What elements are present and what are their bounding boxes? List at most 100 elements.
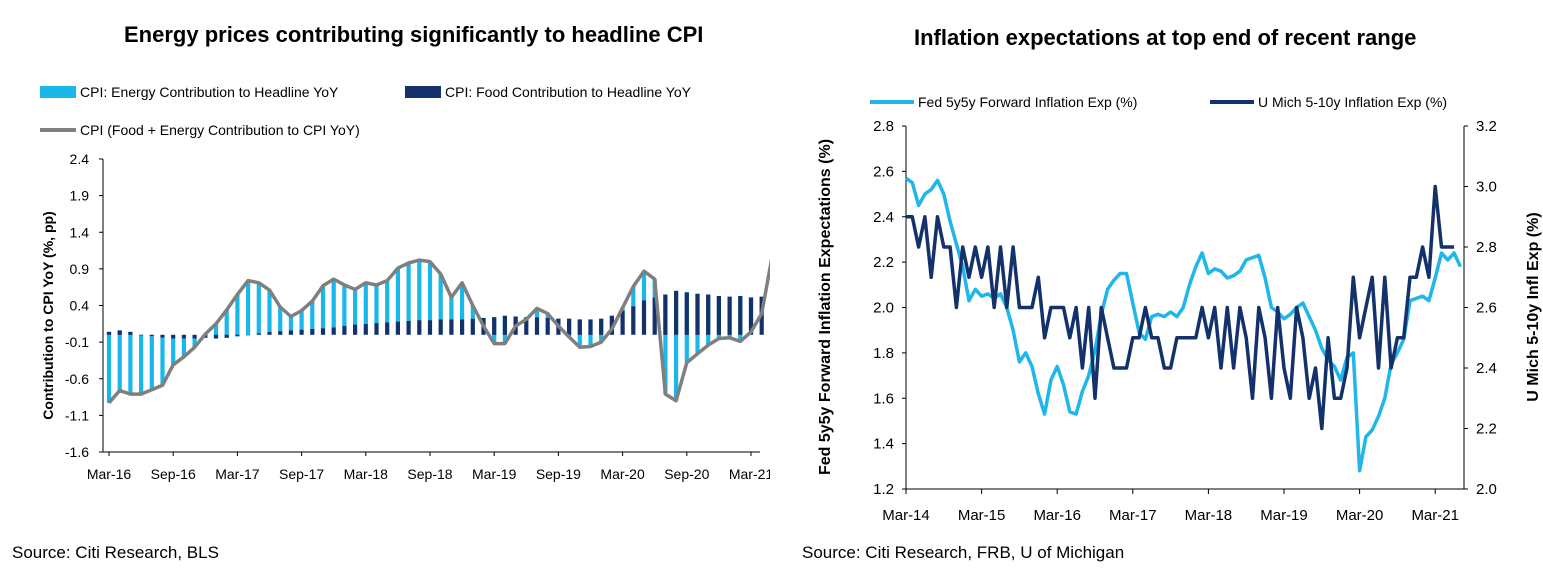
food-bar [267,331,272,335]
left-y-tick-label: 2.4 [70,151,90,167]
left-y-tick-label: 0.4 [70,298,90,314]
food-bar [310,328,315,335]
food-bar [620,310,625,335]
food-bar [588,319,593,335]
energy-bar [278,306,283,332]
legend-fed-swatch [870,100,914,104]
energy-bar [363,282,368,324]
energy-bar [171,338,176,365]
energy-bar [149,336,154,390]
left-x-tick-label: Mar-20 [600,466,645,482]
food-bar [427,320,433,335]
energy-bar [224,309,229,338]
legend-umich-label: U Mich 5-10y Inflation Exp (%) [1258,94,1448,110]
left-source: Source: Citi Research, BLS [12,543,219,562]
legend-energy-label: CPI: Energy Contribution to Headline YoY [80,84,339,100]
energy-bar [267,290,272,332]
energy-bar [256,282,261,334]
left-chart-title: Energy prices contributing significantly… [124,22,704,47]
food-bar [385,322,390,335]
food-bar [224,334,229,338]
food-bar [438,319,443,335]
left-x-tick-label: Mar-21 [729,466,770,482]
food-bar [213,334,219,339]
energy-bar [406,263,411,321]
food-bar [716,295,721,335]
food-bar [417,320,422,335]
energy-bar [663,294,668,395]
right-x-tick-label: Mar-20 [1336,507,1384,524]
food-bar [353,324,358,335]
food-bar [288,330,293,335]
right-x-tick-label: Mar-21 [1411,507,1459,524]
right-y-tick-label: 2.2 [873,254,894,271]
right-y2-tick-label: 3.2 [1476,118,1497,135]
energy-bar [449,297,454,320]
left-y-tick-label: -1.1 [65,407,89,423]
energy-bar [331,279,336,328]
energy-bar [106,331,112,403]
right-chart-title: Inflation expectations at top end of rec… [914,25,1417,50]
total-line [107,258,770,405]
food-bar [395,321,400,335]
right-y-tick-label: 2.6 [873,163,894,180]
food-bar [342,326,347,335]
umich-line [906,184,1455,431]
food-bar [577,319,582,335]
right-y2-tick-label: 2.8 [1476,239,1497,256]
right-y-tick-label: 2.0 [873,300,894,317]
right-y2-axis-label: U Mich 5-10y Infl Exp (%) [1525,212,1542,401]
food-bar [748,297,754,335]
energy-bar [235,294,240,337]
right-y2-tick-label: 2.0 [1476,481,1497,498]
food-bar [706,294,711,335]
energy-bar [160,337,165,386]
energy-bar [192,338,197,348]
energy-bar [674,290,679,401]
food-bar [738,295,743,335]
food-bar [160,334,165,338]
left-x-tick-label: Sep-16 [151,466,196,482]
right-y-tick-label: 1.4 [873,436,894,453]
left-y-tick-label: -0.1 [65,334,89,350]
left-x-tick-label: Sep-19 [536,466,581,482]
food-bar [235,334,240,337]
food-bar [599,318,604,335]
food-bar [171,334,176,339]
energy-bar [438,274,443,320]
left-x-tick-label: Sep-18 [407,466,452,482]
energy-bar [310,301,315,329]
right-y-tick-label: 1.8 [873,345,894,362]
energy-bar [417,260,422,321]
food-bar [299,329,304,335]
legend-fed: Fed 5y5y Forward Inflation Exp (%) [870,94,1137,110]
energy-bar [631,286,636,307]
food-bar [192,334,197,339]
energy-bar [299,310,304,330]
food-bar [460,319,465,335]
right-x-tick-label: Mar-19 [1260,507,1308,524]
right-chart-panel: Inflation expectations at top end of rec… [780,0,1543,571]
energy-bar [460,282,465,320]
food-bar [695,293,700,335]
legend-total-label: CPI (Food + Energy Contribution to CPI Y… [80,122,360,138]
right-y2-tick-label: 2.2 [1476,421,1497,438]
food-bar [128,331,133,335]
right-y-tick-label: 1.6 [873,390,894,407]
left-y-axis-label: Contribution to CPI YoY (%, pp) [40,211,56,419]
food-bar [374,323,379,335]
food-bar [567,318,572,335]
energy-bar [117,330,122,391]
food-bar [256,333,261,335]
energy-bar [470,305,475,319]
food-bar [181,334,186,339]
food-bar [363,323,368,335]
food-bar [278,331,283,335]
food-bar [652,297,657,335]
legend-umich-swatch [1210,100,1254,104]
legend-total-swatch [40,128,76,132]
legend-food: CPI: Food Contribution to Headline YoY [405,84,691,100]
food-bar [139,334,144,336]
food-bar [727,296,732,335]
right-y-axis-label: Fed 5y5y Forward Inflation Expectations … [817,139,834,475]
